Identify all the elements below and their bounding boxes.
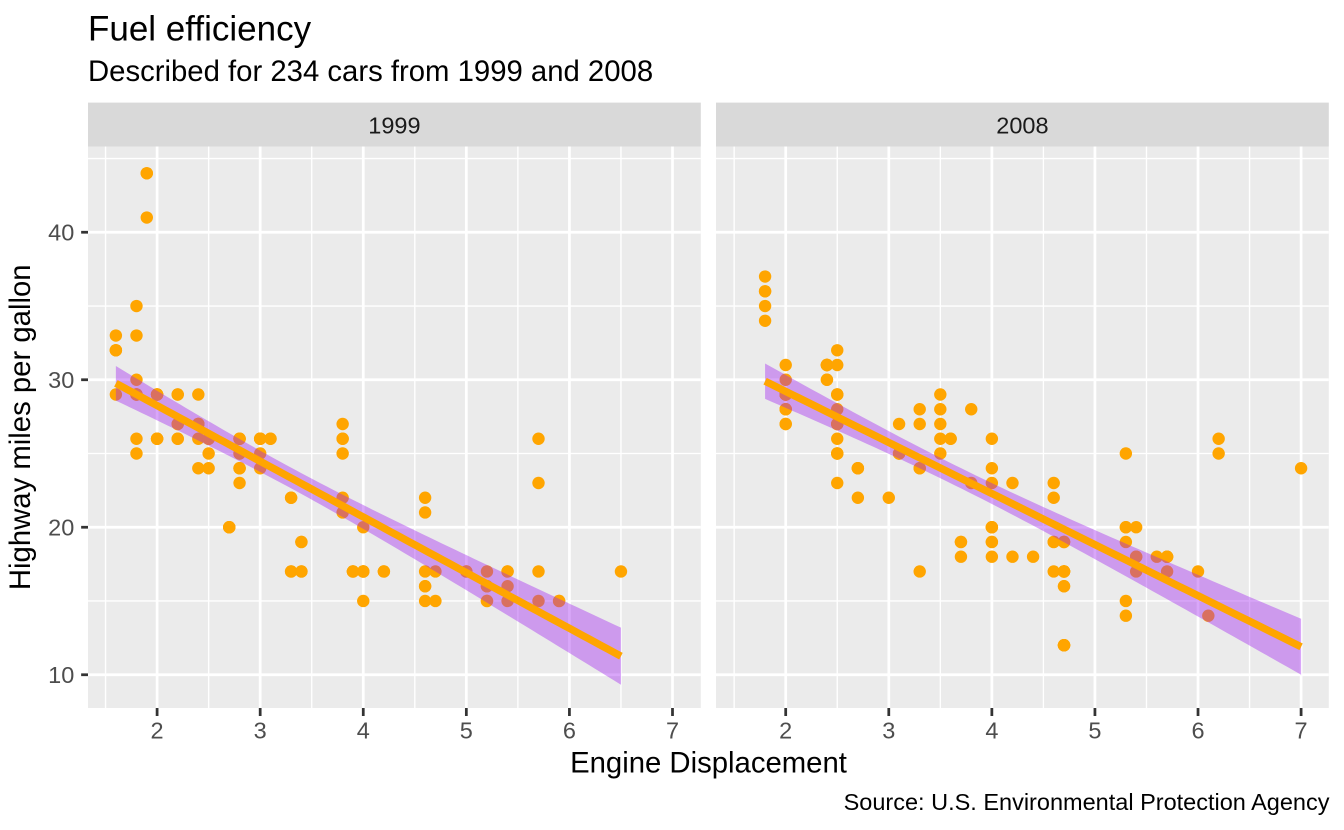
svg-text:5: 5	[460, 718, 473, 744]
svg-text:3: 3	[254, 718, 267, 744]
svg-text:Fuel efficiency: Fuel efficiency	[88, 10, 312, 49]
svg-text:6: 6	[563, 718, 576, 744]
svg-text:7: 7	[666, 718, 679, 744]
svg-text:4: 4	[985, 718, 998, 744]
svg-text:40: 40	[48, 220, 74, 246]
svg-text:2008: 2008	[996, 113, 1048, 139]
svg-text:1999: 1999	[368, 113, 420, 139]
svg-text:Highway miles per gallon: Highway miles per gallon	[4, 264, 37, 590]
svg-text:Described for 234 cars from 19: Described for 234 cars from 1999 and 200…	[88, 55, 653, 88]
svg-text:6: 6	[1191, 718, 1204, 744]
svg-text:7: 7	[1295, 718, 1308, 744]
svg-text:4: 4	[357, 718, 370, 744]
svg-text:10: 10	[48, 662, 74, 688]
svg-text:Engine Displacement: Engine Displacement	[570, 747, 847, 780]
svg-text:3: 3	[882, 718, 895, 744]
svg-text:2: 2	[151, 718, 164, 744]
svg-text:5: 5	[1088, 718, 1101, 744]
svg-text:30: 30	[48, 367, 74, 393]
svg-text:Source: U.S. Environmental Pro: Source: U.S. Environmental Protection Ag…	[844, 789, 1330, 815]
svg-text:20: 20	[48, 515, 74, 541]
svg-text:2: 2	[779, 718, 792, 744]
